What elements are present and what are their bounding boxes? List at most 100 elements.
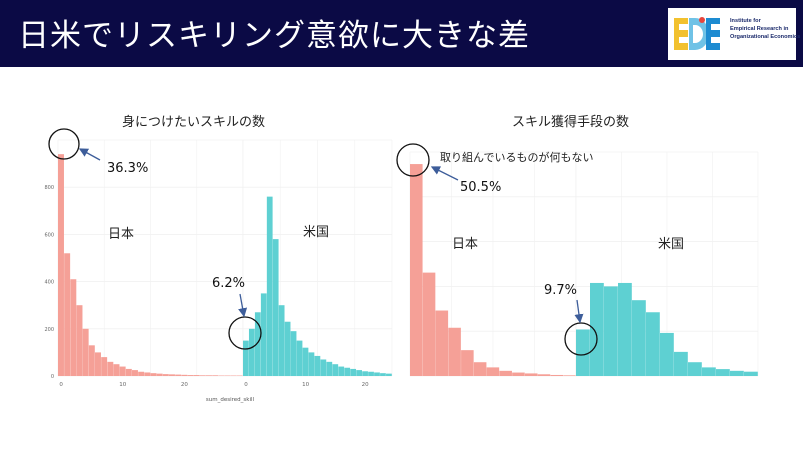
- bar-usa-1: [590, 282, 604, 376]
- chart-2-usa-label: 米国: [658, 237, 685, 252]
- chart-2-annotation-usa: 9.7%: [544, 283, 578, 298]
- bar-usa-11: [730, 370, 744, 376]
- bar-japan-10: [537, 374, 551, 376]
- bar-japan-12: [563, 375, 576, 376]
- chart-2-zero-note: 取り組んでいるものが何もない: [440, 151, 594, 164]
- y-tick-label: 0: [51, 374, 54, 380]
- chart-2-plot: [409, 151, 759, 377]
- bar-usa-13: [320, 359, 327, 376]
- slide-title: 日米でリスキリング意欲に大きな差: [18, 18, 530, 54]
- bar-japan-24: [206, 375, 212, 376]
- bar-usa-11: [308, 352, 315, 376]
- bar-japan-16: [156, 373, 163, 376]
- bar-japan-13: [138, 371, 145, 376]
- bar-usa-17: [344, 367, 351, 376]
- bar-usa-6: [660, 332, 674, 376]
- y-tick-label: 800: [44, 185, 54, 191]
- bar-usa-2: [604, 286, 618, 376]
- bar-japan-18: [169, 374, 175, 376]
- bar-usa-3: [260, 293, 267, 376]
- y-tick-label: 600: [44, 232, 54, 238]
- bar-usa-22: [374, 372, 380, 376]
- bar-japan-23: [199, 375, 206, 376]
- x-axis-label: sum_desired_skill: [206, 397, 255, 403]
- chart-2-japan-circle: [396, 143, 430, 177]
- chart-1-usa-arrow: [238, 293, 248, 318]
- bar-usa-4: [632, 300, 646, 376]
- bar-japan-9: [524, 373, 538, 376]
- bar-usa-5: [272, 239, 279, 376]
- bar-usa-6: [278, 305, 285, 376]
- x-tick-label: 0: [59, 382, 63, 388]
- bar-usa-0: [243, 340, 249, 376]
- bar-japan-22: [193, 375, 200, 376]
- logo-line-3: Organizational Economics: [730, 34, 801, 40]
- bar-japan-4: [82, 328, 89, 376]
- y-tick-label: 400: [44, 280, 54, 286]
- bar-japan-14: [144, 372, 151, 376]
- logo-line-1: Institute for: [730, 18, 761, 24]
- logo-text: Institute for Empirical Research in Orga…: [730, 17, 800, 41]
- bar-japan-10: [119, 366, 126, 376]
- bar-japan-11: [125, 368, 132, 376]
- chart-2-japan-arrow: [430, 166, 459, 181]
- bar-usa-12: [314, 355, 321, 376]
- bar-usa-20: [362, 371, 368, 376]
- bar-usa-3: [618, 282, 632, 376]
- bar-usa-1: [248, 328, 255, 376]
- chart-1-japan-arrow: [78, 148, 101, 161]
- chart-2-annotation-japan: 50.5%: [460, 180, 502, 195]
- chart-1-title: 身につけたいスキルの数: [122, 115, 266, 130]
- chart-1-usa-label: 米国: [303, 225, 330, 240]
- bar-usa-9: [296, 340, 303, 376]
- bar-usa-10: [302, 347, 309, 376]
- bar-japan-4: [461, 350, 474, 376]
- bar-usa-5: [646, 312, 660, 376]
- bar-japan-0: [58, 154, 64, 376]
- bar-japan-6: [486, 367, 500, 376]
- bar-usa-2: [254, 312, 261, 376]
- y-tick-label: 200: [44, 327, 54, 333]
- bar-usa-18: [350, 368, 357, 376]
- logo: Institute for Empirical Research in Orga…: [668, 8, 800, 60]
- bar-usa-7: [674, 351, 688, 376]
- x-tick-label: 0: [244, 382, 248, 388]
- chart-2-title: スキル獲得手段の数: [512, 115, 630, 130]
- bar-japan-8: [512, 372, 525, 376]
- bar-japan-3: [76, 305, 83, 376]
- bar-japan-2: [435, 310, 449, 376]
- bar-japan-1: [64, 253, 71, 376]
- bar-usa-21: [368, 371, 374, 376]
- bar-usa-9: [702, 367, 716, 376]
- bar-usa-15: [332, 364, 339, 376]
- bar-usa-12: [744, 371, 758, 376]
- bar-japan-25: [212, 375, 219, 376]
- chart-2-usa-circle: [564, 322, 598, 356]
- chart-2-japan-label: 日本: [452, 237, 479, 252]
- bar-japan-5: [473, 362, 487, 376]
- bar-usa-16: [338, 366, 345, 376]
- bar-usa-19: [356, 370, 362, 376]
- bar-japan-19: [175, 374, 182, 376]
- chart-1-japan-label: 日本: [108, 227, 135, 242]
- bar-japan-15: [150, 373, 157, 376]
- bar-japan-9: [113, 364, 120, 376]
- logo-line-2: Empirical Research in: [730, 26, 789, 32]
- bar-japan-11: [550, 374, 564, 376]
- bar-japan-1: [422, 272, 436, 376]
- bar-japan-20: [181, 374, 188, 376]
- bar-usa-4: [266, 196, 273, 376]
- chart-1-annotation-usa: 6.2%: [212, 276, 246, 291]
- bar-japan-0: [410, 164, 423, 376]
- bar-usa-10: [716, 369, 730, 376]
- bar-usa-8: [688, 362, 702, 376]
- x-tick-label: 20: [181, 382, 188, 388]
- x-tick-label: 10: [119, 382, 126, 388]
- bar-usa-8: [290, 331, 297, 376]
- bar-japan-17: [162, 374, 169, 376]
- slide-header: 日米でリスキリング意欲に大きな差 Institute for Empirical…: [0, 0, 803, 67]
- x-tick-label: 10: [302, 382, 309, 388]
- chart-1-annotation-japan: 36.3%: [107, 161, 149, 176]
